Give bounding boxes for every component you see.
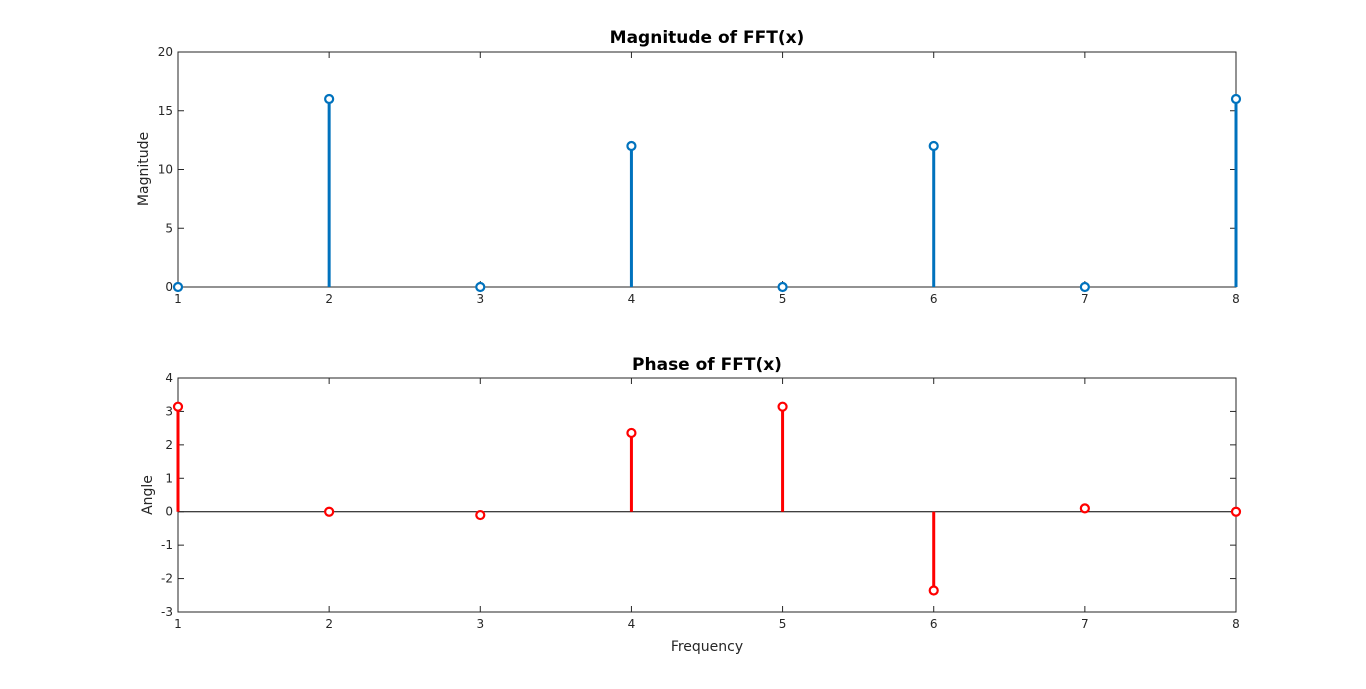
phase-x-tick-label: 5 [779, 617, 787, 631]
phase-y-tick-label: 4 [165, 371, 173, 385]
phase-marker [626, 427, 637, 439]
phase-marker [1230, 506, 1242, 517]
magnitude-x-tick-label: 6 [930, 292, 938, 306]
phase-x-tick-label: 7 [1081, 617, 1089, 631]
phase-x-tick-label: 1 [174, 617, 182, 631]
magnitude-marker [1079, 281, 1090, 293]
magnitude-y-tick-label: 10 [158, 163, 173, 177]
phase-x-tick-label: 4 [628, 617, 636, 631]
magnitude-y-tick-label: 15 [158, 104, 173, 118]
phase-marker [928, 585, 939, 596]
phase-y-axis-label: Angle [140, 475, 156, 515]
phase-marker [324, 506, 335, 517]
magnitude-subplot: Magnitude of FFT(x) Magnitude 1 2 3 4 5 6 7 8 0 5… [136, 28, 1242, 306]
phase-marker [475, 509, 486, 521]
phase-marker [1079, 503, 1090, 514]
phase-x-tick-label: 2 [325, 617, 333, 631]
magnitude-x-tick-label: 5 [779, 292, 787, 306]
phase-axes-box [177, 377, 1237, 613]
magnitude-marker [172, 281, 184, 293]
magnitude-x-tick-label: 3 [476, 292, 484, 306]
phase-x-tick-label: 6 [930, 617, 938, 631]
phase-x-axis-label: Frequency [671, 639, 743, 655]
phase-x-tick-label: 8 [1232, 617, 1240, 631]
phase-title: Phase of FFT(x) [632, 355, 782, 375]
magnitude-marker [777, 281, 788, 293]
phase-y-tick-label: -1 [161, 538, 173, 552]
magnitude-x-tick-label: 7 [1081, 292, 1089, 306]
phase-subplot: Phase of FFT(x) Angle Frequency 1 2 3 4 5 6 7 8… [140, 355, 1242, 655]
phase-y-tick-label: -3 [161, 605, 173, 619]
phase-y-tick-label: 1 [165, 471, 173, 485]
magnitude-y-tick-label: 20 [158, 45, 173, 59]
phase-y-tick-label: 0 [165, 505, 173, 519]
magnitude-marker [475, 281, 486, 293]
magnitude-axes-box [177, 51, 1237, 288]
phase-y-tick-label: 2 [165, 438, 173, 452]
magnitude-x-tick-label: 2 [325, 292, 333, 306]
phase-y-tick-label: -2 [161, 572, 173, 586]
magnitude-y-axis-label: Magnitude [136, 132, 152, 206]
magnitude-x-tick-label: 1 [174, 292, 182, 306]
magnitude-title: Magnitude of FFT(x) [610, 28, 805, 48]
magnitude-marker [324, 93, 335, 105]
magnitude-y-tick-label: 5 [165, 221, 173, 235]
phase-marker [777, 401, 788, 412]
phase-y-tick-label: 3 [165, 404, 173, 418]
phase-x-tick-label: 3 [476, 617, 484, 631]
magnitude-marker [928, 140, 939, 152]
magnitude-x-tick-label: 8 [1232, 292, 1240, 306]
magnitude-marker [626, 140, 637, 152]
magnitude-y-tick-label: 0 [165, 280, 173, 294]
phase-marker [172, 401, 184, 412]
magnitude-x-tick-label: 4 [628, 292, 636, 306]
magnitude-marker [1230, 93, 1242, 105]
